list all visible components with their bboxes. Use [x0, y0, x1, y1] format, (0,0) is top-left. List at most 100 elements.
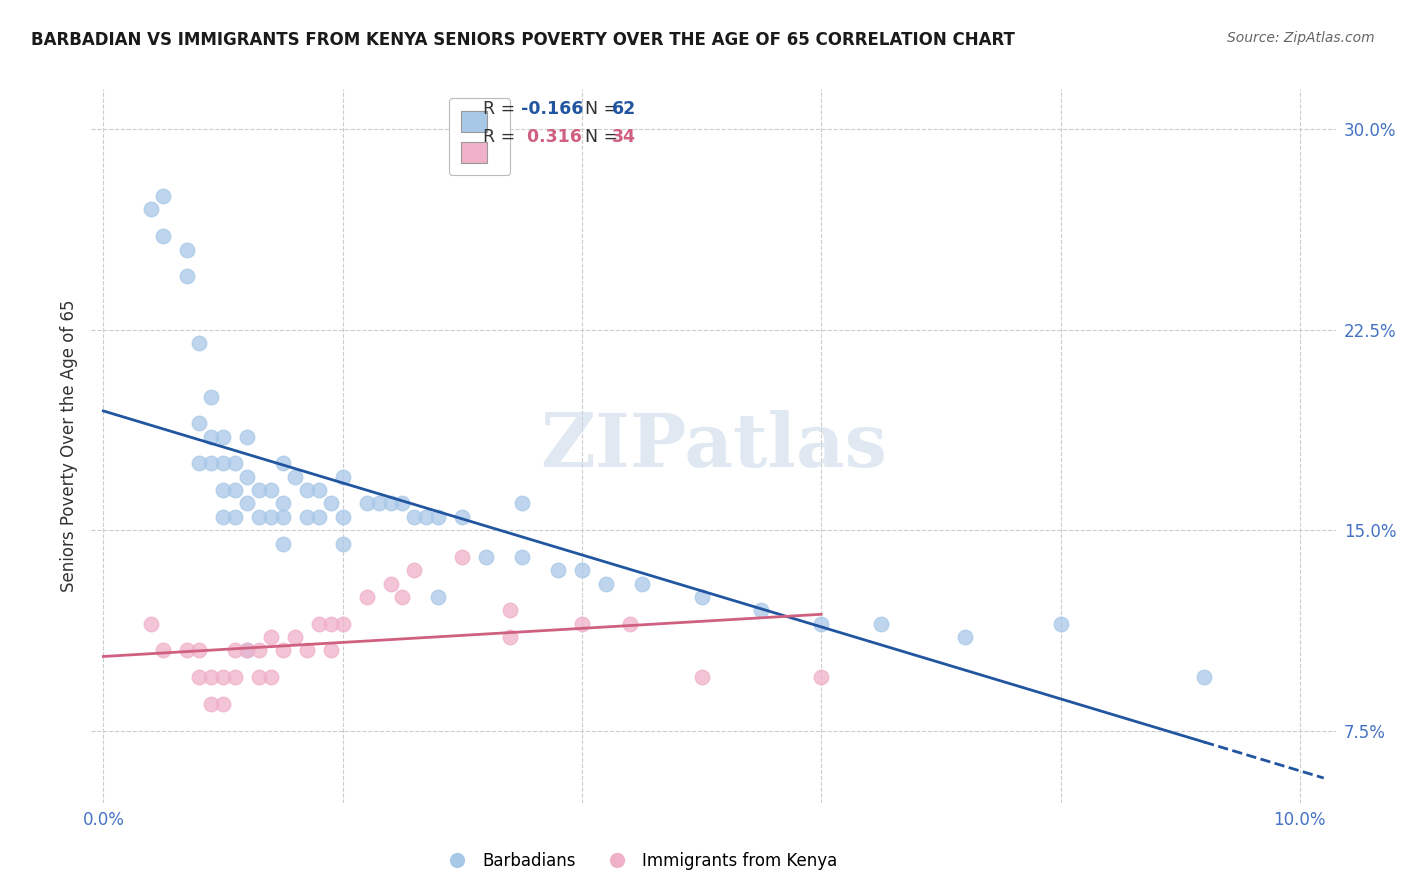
Point [380, 576, 402, 591]
Point [188, 670, 211, 684]
Point [810, 670, 832, 684]
Point [332, 469, 354, 483]
Point [308, 616, 330, 631]
Point [953, 630, 976, 644]
Point [690, 670, 713, 684]
Text: Source: ZipAtlas.com: Source: ZipAtlas.com [1227, 31, 1375, 45]
Point [212, 430, 235, 444]
Text: R =: R = [484, 128, 522, 146]
Text: N =: N = [574, 128, 624, 146]
Point [356, 496, 378, 510]
Point [295, 643, 318, 657]
Point [451, 509, 474, 524]
Point [510, 496, 533, 510]
Point [212, 509, 235, 524]
Point [295, 483, 318, 497]
Point [751, 603, 773, 617]
Point [188, 643, 211, 657]
Point [188, 456, 211, 470]
Point [188, 417, 211, 431]
Point [332, 616, 354, 631]
Point [690, 590, 713, 604]
Point [356, 590, 378, 604]
Point [308, 509, 330, 524]
Point [271, 509, 294, 524]
Point [260, 670, 283, 684]
Point [200, 456, 222, 470]
Point [271, 456, 294, 470]
Point [510, 549, 533, 564]
Point [224, 670, 246, 684]
Point [271, 496, 294, 510]
Point [810, 616, 832, 631]
Text: 62: 62 [612, 100, 636, 118]
Point [319, 616, 342, 631]
Point [247, 670, 270, 684]
Point [200, 430, 222, 444]
Point [332, 536, 354, 550]
Point [427, 509, 450, 524]
Point [391, 496, 413, 510]
Point [332, 509, 354, 524]
Point [380, 496, 402, 510]
Point [212, 483, 235, 497]
Point [284, 469, 307, 483]
Point [308, 483, 330, 497]
Point [236, 643, 259, 657]
Point [547, 563, 569, 577]
Point [260, 509, 283, 524]
Point [236, 643, 259, 657]
Text: -0.166: -0.166 [520, 100, 583, 118]
Point [571, 563, 593, 577]
Point [427, 590, 450, 604]
Point [224, 483, 246, 497]
Text: ZIPatlas: ZIPatlas [540, 409, 887, 483]
Point [236, 469, 259, 483]
Point [260, 483, 283, 497]
Point [141, 616, 163, 631]
Point [176, 643, 198, 657]
Point [236, 430, 259, 444]
Text: 34: 34 [612, 128, 636, 146]
Point [1192, 670, 1215, 684]
Point [152, 229, 174, 244]
Point [475, 549, 498, 564]
Point [212, 670, 235, 684]
Point [247, 643, 270, 657]
Point [141, 202, 163, 217]
Point [176, 243, 198, 257]
Point [367, 496, 389, 510]
Point [260, 630, 283, 644]
Point [188, 336, 211, 351]
Point [200, 670, 222, 684]
Point [404, 563, 426, 577]
Point [200, 697, 222, 711]
Point [224, 456, 246, 470]
Text: R =: R = [484, 100, 522, 118]
Text: BARBADIAN VS IMMIGRANTS FROM KENYA SENIORS POVERTY OVER THE AGE OF 65 CORRELATIO: BARBADIAN VS IMMIGRANTS FROM KENYA SENIO… [31, 31, 1015, 49]
Point [499, 603, 522, 617]
Point [319, 643, 342, 657]
Point [247, 483, 270, 497]
Point [1049, 616, 1071, 631]
Point [391, 590, 413, 604]
Point [404, 509, 426, 524]
Point [415, 509, 437, 524]
Point [212, 456, 235, 470]
Y-axis label: Seniors Poverty Over the Age of 65: Seniors Poverty Over the Age of 65 [59, 300, 77, 592]
Point [284, 630, 307, 644]
Point [630, 576, 652, 591]
Point [212, 697, 235, 711]
Text: 0.316: 0.316 [520, 128, 582, 146]
Point [319, 496, 342, 510]
Point [247, 509, 270, 524]
Point [236, 496, 259, 510]
Point [152, 189, 174, 203]
Point [200, 390, 222, 404]
Point [870, 616, 893, 631]
Point [295, 509, 318, 524]
Text: N =: N = [574, 100, 624, 118]
Point [176, 269, 198, 284]
Point [224, 643, 246, 657]
Point [271, 643, 294, 657]
